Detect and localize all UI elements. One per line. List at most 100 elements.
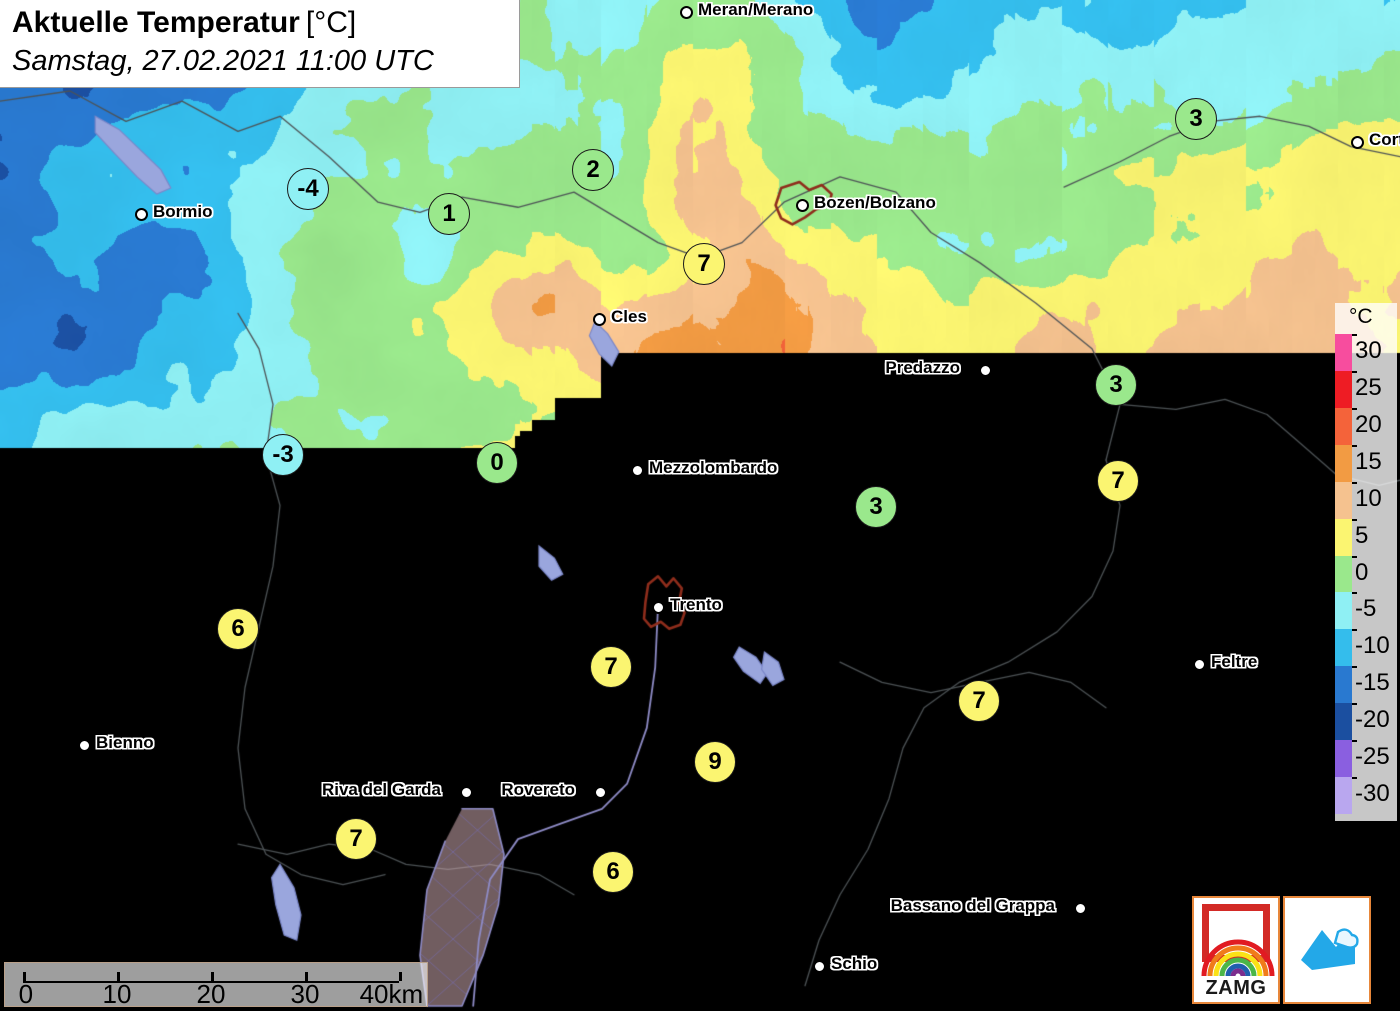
legend-tick--15: -15 [1352, 666, 1397, 703]
station-0[interactable]: 0 [476, 442, 518, 484]
station-7-trento-sw[interactable]: 7 [590, 646, 632, 688]
station-value: 2 [586, 156, 600, 183]
station-value: 6 [606, 858, 620, 885]
city-label: Rovereto [501, 780, 575, 799]
station-7-feltre-nw[interactable]: 7 [958, 680, 1000, 722]
scale-tick-40 [399, 972, 402, 981]
station-6-rovereto-s[interactable]: 6 [592, 851, 634, 893]
legend-swatch--10 [1335, 629, 1352, 667]
station-6-west[interactable]: 6 [217, 608, 259, 650]
temperature-legend: °C 30 25 20 15 10 5 0 -5 -10 -15 -20 -25 -30 [1335, 303, 1397, 821]
legend-unit-label: °C [1349, 305, 1373, 328]
station-value: 7 [349, 825, 363, 852]
scale-tick-0 [23, 972, 26, 981]
station-3-cortina-area[interactable]: 3 [1175, 98, 1217, 140]
city-label: Feltre [1211, 652, 1258, 671]
legend-swatch-10 [1335, 481, 1352, 519]
legend-tick-mark [1352, 334, 1357, 336]
legend-tick-label: 10 [1355, 484, 1382, 512]
city-dot-icon [135, 208, 148, 221]
legend-swatch--5 [1335, 592, 1352, 630]
legend-tick-label: -30 [1355, 780, 1390, 808]
station-value: 3 [869, 493, 883, 520]
city-dot-icon [593, 313, 606, 326]
legend-tick-0: 0 [1352, 555, 1397, 593]
legend-tick-label: 0 [1355, 558, 1369, 586]
city-label: Bormio [153, 202, 213, 221]
scale-tick-10 [117, 972, 120, 981]
station-value: 7 [697, 250, 711, 277]
legend-color-bar [1335, 334, 1352, 814]
station-3-predazzo-e[interactable]: 3 [1095, 364, 1137, 406]
city-dot-icon [1193, 658, 1206, 671]
legend-tick-mark [1352, 481, 1357, 484]
legend-tick-mark [1352, 407, 1357, 410]
legend-swatch-20 [1335, 407, 1352, 445]
legend-tick-10: 10 [1352, 481, 1397, 519]
title-line-primary: Aktuelle Temperatur [°C] [12, 4, 509, 42]
legend-tick-mark [1352, 370, 1357, 373]
station-value: 3 [1109, 371, 1123, 398]
city-label: Predazzo [885, 358, 960, 377]
station-1[interactable]: 1 [428, 193, 470, 235]
station-value: 7 [604, 653, 618, 680]
scale-rule [23, 972, 402, 983]
logo-row: ZAMG [1192, 896, 1371, 1004]
map-title-box: Aktuelle Temperatur [°C] Samstag, 27.02.2… [0, 0, 520, 88]
station-value: 7 [1111, 467, 1125, 494]
city-label: Cles [611, 307, 647, 326]
legend-swatch--25 [1335, 740, 1352, 778]
legend-swatch-25 [1335, 370, 1352, 408]
legend-tick-label: -20 [1355, 706, 1390, 734]
legend-tick-label: -5 [1355, 595, 1377, 623]
station-value: 1 [442, 200, 456, 227]
map-scale-bar: 0 10 20 30 40km [4, 962, 428, 1009]
legend-swatch--30 [1335, 777, 1352, 814]
legend-tick-mark [1352, 666, 1357, 669]
partner-logo [1283, 896, 1371, 1004]
station-7-east[interactable]: 7 [1097, 460, 1139, 502]
city-label: Bozen/Bolzano [814, 193, 936, 212]
mountain-cloud-icon [1301, 928, 1359, 970]
station-9[interactable]: 9 [694, 741, 736, 783]
scale-label-10: 10 [102, 979, 132, 1009]
legend-tick--25: -25 [1352, 740, 1397, 777]
station-2-north[interactable]: 2 [572, 149, 614, 191]
legend-tick-label: -15 [1355, 669, 1390, 697]
station-value: 6 [231, 615, 245, 642]
station-3-valsugana[interactable]: 3 [855, 486, 897, 528]
legend-tick-label: -10 [1355, 632, 1390, 660]
legend-tick-5: 5 [1352, 518, 1397, 556]
city-dot-icon [1074, 902, 1087, 915]
zamg-wordmark: ZAMG [1205, 977, 1267, 999]
legend-swatch--20 [1335, 703, 1352, 741]
legend-tick-15: 15 [1352, 444, 1397, 482]
legend-swatch--15 [1335, 666, 1352, 704]
legend-tick--10: -10 [1352, 629, 1397, 666]
legend-tick-label: 15 [1355, 447, 1382, 475]
legend-tick-mark [1352, 518, 1357, 521]
city-label: Meran/Merano [698, 0, 814, 19]
zamg-logo: ZAMG [1192, 896, 1280, 1004]
scale-label-30: 30 [290, 979, 320, 1009]
station-7-garda[interactable]: 7 [335, 818, 377, 860]
title-unit: [°C] [305, 6, 357, 39]
city-dot-icon [652, 601, 665, 614]
scale-label-0: 0 [18, 979, 34, 1009]
city-dot-icon [680, 6, 693, 19]
station-value: 7 [972, 687, 986, 714]
station-7-cles[interactable]: 7 [683, 243, 725, 285]
page-title: Aktuelle Temperatur [12, 6, 300, 39]
scale-tick-30 [305, 972, 308, 981]
station-value: 3 [1189, 105, 1203, 132]
city-label: Corti [1369, 130, 1400, 149]
city-dot-icon [813, 960, 826, 973]
station-minus4[interactable]: -4 [287, 168, 329, 210]
legend-tick-labels: 30 25 20 15 10 5 0 -5 -10 -15 -20 -25 -30 [1352, 334, 1397, 814]
station-minus3[interactable]: -3 [262, 434, 304, 476]
city-label: Bienno [96, 733, 154, 752]
city-label: Schio [831, 954, 878, 973]
city-dot-icon [796, 199, 809, 212]
legend-tick-mark [1352, 740, 1357, 743]
